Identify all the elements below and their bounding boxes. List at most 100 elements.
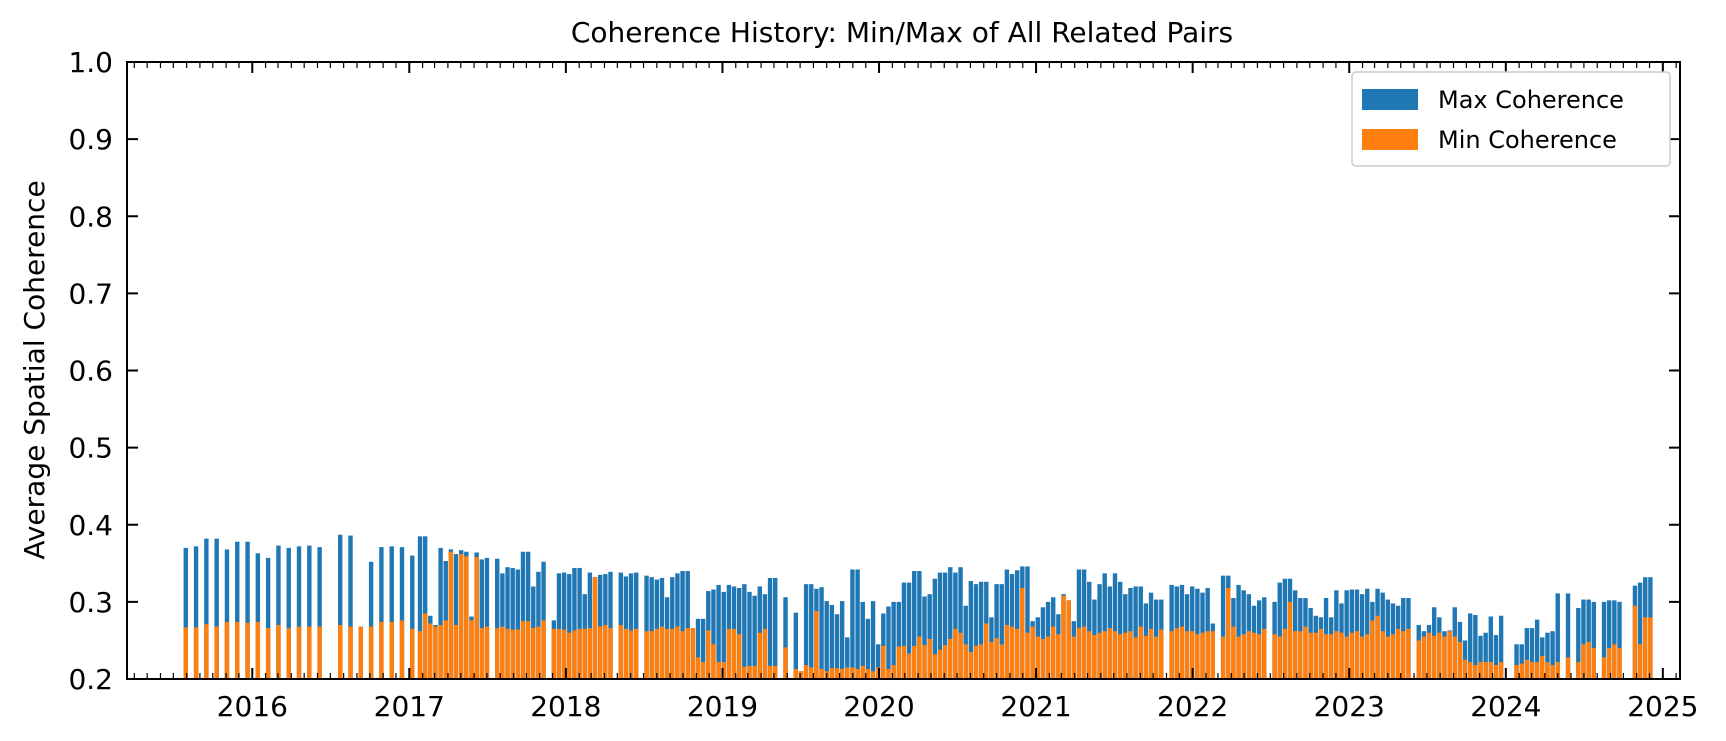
min-coherence-bar [296,626,302,679]
min-coherence-bar [1519,663,1524,679]
min-coherence-bar [675,626,680,679]
max-coherence-bar [906,582,912,679]
min-coherence-bar [1035,636,1040,679]
min-coherence-bar [937,649,943,679]
max-coherence-bar [721,591,726,679]
max-coherence-bar [1601,601,1607,680]
min-coherence-bar [1406,628,1411,679]
max-coherence-bar [685,571,690,679]
max-coherence-bar [1112,573,1118,679]
min-coherence-bar [1236,636,1241,679]
min-coherence-bar [1643,617,1648,679]
min-coherence-bar [1117,634,1123,679]
min-coherence-bar [690,628,696,679]
y-tick-label: 0.6 [68,355,113,388]
max-coherence-bar [484,557,490,679]
min-coherence-bar [1292,631,1298,679]
max-coherence-bar [608,571,613,679]
min-coherence-bar [634,628,639,679]
min-coherence-bar [1148,628,1154,679]
min-coherence-bar [968,652,974,679]
min-coherence-bar [428,623,433,679]
max-coherence-bar [927,594,932,679]
min-coherence-bar [1581,644,1586,679]
min-coherence-bar [1081,626,1087,679]
min-coherence-bar [1107,628,1113,679]
min-coherence-bar [484,626,490,679]
min-coherence-bar [1241,634,1246,679]
min-coherence-bar [1061,595,1066,679]
min-coherence-bar [500,626,505,679]
max-coherence-bar [443,561,448,679]
min-coherence-bar [721,662,726,679]
min-coherence-bar [1565,657,1571,679]
min-coherence-bar [1066,600,1071,679]
min-coherence-bar [1123,632,1128,679]
min-coherence-bar [1607,648,1612,679]
min-coherence-bar [1416,640,1421,679]
min-coherence-bar [317,626,322,679]
max-coherence-bar [525,551,531,679]
legend-label-max: Max Coherence [1438,86,1624,114]
min-coherence-bar [1143,635,1149,679]
legend-swatch-max [1362,89,1418,110]
max-coherence-bar [536,571,541,679]
max-coherence-bar [1195,588,1200,679]
min-coherence-bar [422,613,428,679]
min-coherence-bar [286,628,291,679]
min-coherence-bar [338,625,343,679]
max-coherence-bar [1550,631,1555,679]
min-coherence-bar [865,668,871,679]
max-coherence-bar [839,601,845,679]
min-coherence-bar [438,625,443,679]
y-tick-label: 1.0 [68,46,113,79]
max-coherence-bar [700,618,706,679]
min-coherence-bar [582,628,587,679]
max-coherence-bar [999,584,1004,679]
max-coherence-bar [587,572,593,679]
min-coherence-bar [379,621,384,679]
min-coherence-bar [348,626,353,679]
min-coherence-bar [1545,662,1550,679]
min-coherence-bar [204,624,209,679]
min-coherence-bar [649,631,654,679]
legend-swatch-min [1362,129,1418,150]
min-coherence-bar [1056,634,1061,679]
max-coherence-bar [1612,600,1617,679]
max-coherence-bar [711,589,716,679]
min-coherence-bar [1097,632,1102,679]
min-coherence-bar [245,622,250,679]
min-coherence-bar [685,628,690,679]
min-coherence-bar [1457,641,1463,679]
max-coherence-bar [1607,600,1612,679]
min-coherence-bar [783,647,788,679]
min-coherence-bar [1534,662,1540,679]
min-coherence-bar [1524,659,1530,679]
max-coherence-bar [1514,644,1519,679]
min-coherence-bar [1112,631,1118,679]
min-coherence-bar [757,632,762,679]
min-coherence-bar [307,626,312,679]
max-coherence-bar [953,572,958,679]
min-coherence-bar [1334,631,1339,679]
x-tick-label: 2018 [530,690,601,723]
max-coherence-bar [1617,601,1622,680]
max-coherence-bar [716,584,721,679]
min-coherence-bar [644,631,649,679]
min-coherence-bar [834,668,840,679]
max-coherence-bar [1025,566,1030,679]
max-coherence-bar [896,601,901,680]
min-coherence-bar [520,621,526,679]
min-coherence-bar [1370,620,1375,679]
max-coherence-bar [1483,632,1488,679]
min-coherence-bar [1014,628,1020,679]
min-coherence-bar [464,556,469,679]
max-coherence-bar [1087,581,1092,679]
max-coherence-bar [1359,594,1365,679]
min-coherence-bar [459,554,464,679]
max-coherence-bar [183,547,188,679]
min-coherence-bar [399,620,405,679]
min-coherence-bar [1498,662,1504,679]
max-coherence-bar [515,569,521,679]
max-coherence-bar [783,597,788,679]
